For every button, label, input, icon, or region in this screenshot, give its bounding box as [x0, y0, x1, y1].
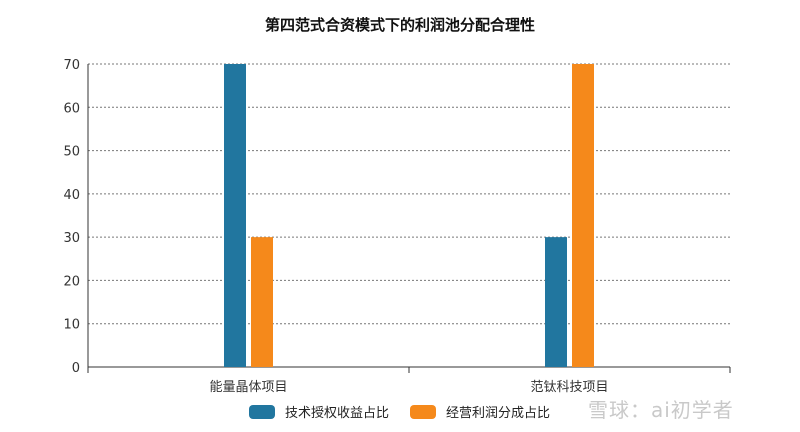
legend-swatch-series-2	[410, 404, 436, 419]
x-tick-label: 能量晶体项目	[209, 380, 287, 395]
bar-2-1	[251, 237, 273, 367]
y-tick-label: 30	[63, 231, 80, 246]
legend-item-series-1[interactable]: 技术授权收益占比	[249, 402, 389, 421]
bar-1-2	[545, 237, 567, 367]
watermark-text: 雪球：ai初学者	[588, 398, 734, 422]
legend-label-series-1: 技术授权收益占比	[285, 406, 390, 421]
y-tick-label: 50	[63, 145, 80, 160]
bar-1-1	[224, 64, 246, 367]
y-tick-label: 10	[63, 318, 80, 333]
chart-legend: 技术授权收益占比 经营利润分成占比	[0, 402, 800, 426]
legend-item-series-2[interactable]: 经营利润分成占比	[410, 402, 550, 421]
chart-title: 第四范式合资模式下的利润池分配合理性	[264, 16, 535, 34]
y-tick-label: 60	[63, 101, 80, 116]
legend-label-series-2: 经营利润分成占比	[446, 406, 551, 421]
y-tick-label: 70	[63, 58, 80, 73]
x-tick-label: 范钛科技项目	[530, 380, 608, 395]
y-tick-label: 0	[72, 361, 80, 376]
y-tick-label: 40	[63, 188, 80, 203]
y-tick-label: 20	[63, 274, 80, 289]
bar-2-2	[572, 64, 594, 367]
legend-swatch-series-1	[249, 404, 275, 419]
